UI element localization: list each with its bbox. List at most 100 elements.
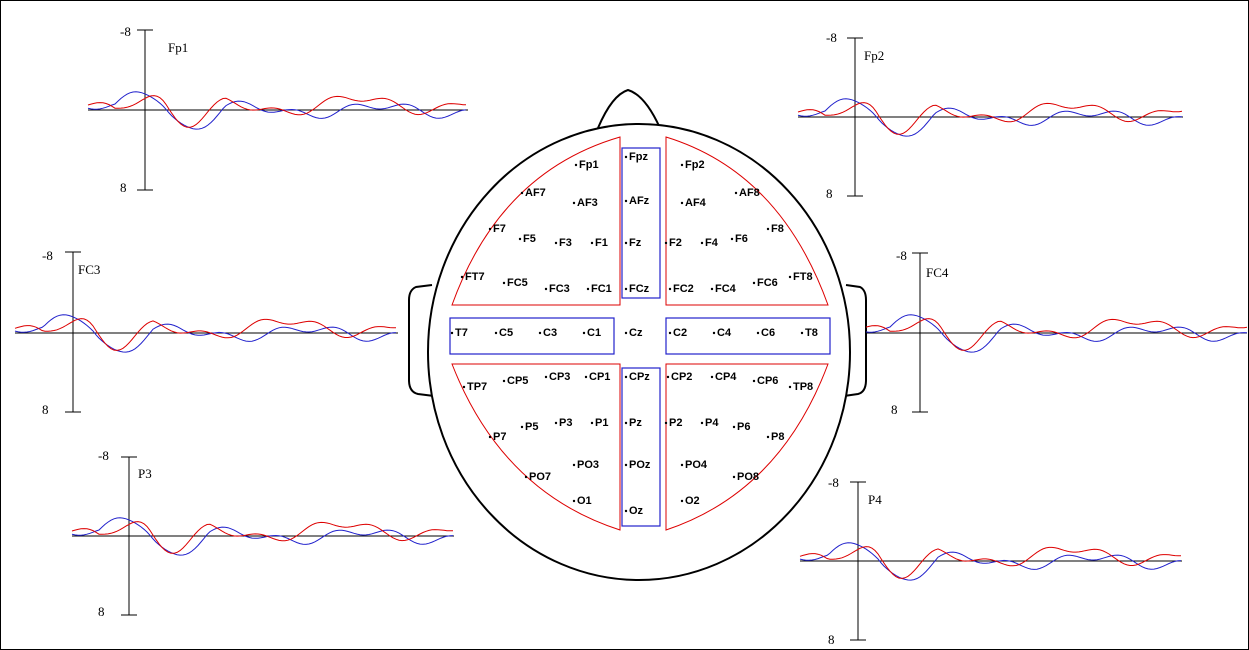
channel-label: P3 — [138, 466, 152, 481]
electrode-dot — [488, 227, 492, 231]
electrode-dot — [520, 425, 524, 429]
channel-label: Fp1 — [168, 40, 188, 55]
waveform — [797, 102, 1183, 135]
region — [449, 317, 615, 355]
head-outline — [427, 123, 851, 581]
electrode-label: Pz — [629, 417, 642, 429]
waveform-panel: -8 8 FC4 — [865, 248, 1248, 417]
electrode-dot — [624, 331, 628, 335]
nose — [596, 88, 662, 129]
electrode-label: C1 — [587, 327, 601, 339]
waveform — [14, 318, 396, 351]
channel-label: P4 — [868, 492, 882, 507]
electrode-label: PO3 — [577, 459, 599, 471]
electrode-label: AF7 — [525, 187, 546, 199]
electrode-label: CP1 — [589, 371, 610, 383]
electrode-label: O2 — [685, 495, 700, 507]
electrode-label: FC6 — [757, 277, 778, 289]
electrode-label: F1 — [595, 237, 608, 249]
electrode-dot — [574, 163, 578, 167]
electrode-dot — [788, 385, 792, 389]
electrode-dot — [766, 227, 770, 231]
electrode-label: P7 — [493, 431, 506, 443]
electrode-dot — [488, 435, 492, 439]
electrode-dot — [590, 241, 594, 245]
electrode-dot — [544, 375, 548, 379]
electrode-label: C3 — [543, 327, 557, 339]
electrode-label: Fpz — [629, 151, 648, 163]
axis-bottom-label: 8 — [120, 180, 127, 195]
electrode-dot — [582, 331, 586, 335]
electrode-label: AF8 — [739, 187, 760, 199]
electrode-dot — [666, 375, 670, 379]
electrode-dot — [572, 463, 576, 467]
axis-bottom-label: 8 — [828, 632, 835, 647]
electrode-label: F2 — [669, 237, 682, 249]
electrode-label: Fp1 — [579, 159, 599, 171]
electrode-label: CP4 — [715, 371, 737, 383]
axis-top-label: -8 — [42, 248, 53, 263]
electrode-dot — [494, 331, 498, 335]
electrode-dot — [624, 241, 628, 245]
electrode-dot — [624, 287, 628, 291]
electrode-dot — [732, 425, 736, 429]
electrode-label: TP7 — [467, 381, 487, 393]
electrode-dot — [624, 155, 628, 159]
waveform — [797, 98, 1183, 137]
axis-bottom-label: 8 — [891, 402, 898, 417]
electrode-dot — [752, 281, 756, 285]
electrode-dot — [624, 421, 628, 425]
electrode-label: P4 — [705, 417, 719, 429]
electrode-label: C5 — [499, 327, 513, 339]
axis-top-label: -8 — [896, 248, 907, 263]
electrode-dot — [518, 237, 522, 241]
electrode-dot — [680, 463, 684, 467]
electrode-dot — [572, 499, 576, 503]
electrode-label: C4 — [717, 327, 732, 339]
waveform-panel: -8 8 P4 — [799, 475, 1182, 647]
waveform — [87, 91, 467, 130]
electrode-label: C6 — [761, 327, 775, 339]
electrode-label: P2 — [669, 417, 682, 429]
electrode-label: P8 — [771, 431, 784, 443]
electrode-dot — [572, 201, 576, 205]
electrode-label: PO4 — [685, 459, 708, 471]
electrode-dot — [554, 241, 558, 245]
electrode-dot — [680, 499, 684, 503]
electrode-dot — [586, 287, 590, 291]
axis-top-label: -8 — [98, 448, 109, 463]
electrode-dot — [710, 287, 714, 291]
midline-regions — [449, 147, 831, 527]
electrode-dot — [624, 509, 628, 513]
electrode-dot — [462, 385, 466, 389]
electrode-dot — [554, 421, 558, 425]
axis-top-label: -8 — [120, 24, 131, 39]
electrode-label: CP3 — [549, 371, 570, 383]
waveform — [71, 517, 454, 556]
electrode-label: P3 — [559, 417, 572, 429]
regions — [451, 136, 829, 531]
electrode-dot — [734, 191, 738, 195]
electrode-dot — [544, 287, 548, 291]
region — [665, 363, 829, 531]
electrode-label: FC4 — [715, 283, 737, 295]
electrode-label: POz — [629, 459, 651, 471]
electrode-dot — [700, 421, 704, 425]
electrode-dot — [502, 379, 506, 383]
waveform — [71, 521, 454, 554]
electrode-label: AF3 — [577, 197, 598, 209]
electrode-dot — [520, 191, 524, 195]
axis-top-label: -8 — [828, 475, 839, 490]
region — [621, 147, 661, 299]
electrode-label: FC1 — [591, 283, 612, 295]
electrode-dot — [538, 331, 542, 335]
electrode-label: CP2 — [671, 371, 692, 383]
electrode-dot — [624, 375, 628, 379]
electrode-label: CP6 — [757, 375, 778, 387]
electrode-label: P1 — [595, 417, 608, 429]
electrode-dot — [732, 475, 736, 479]
electrode-dot — [710, 375, 714, 379]
electrode-label: C2 — [673, 327, 687, 339]
electrode-label: Oz — [629, 505, 644, 517]
